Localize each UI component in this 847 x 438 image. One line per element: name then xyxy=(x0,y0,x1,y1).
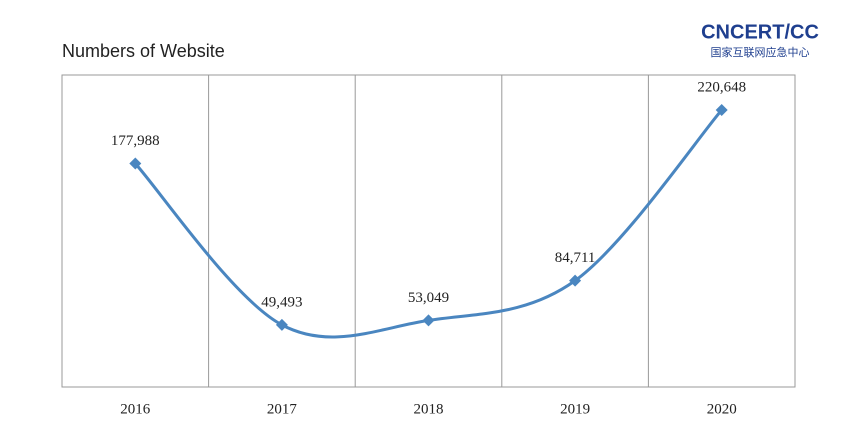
marker xyxy=(129,157,142,170)
chart-title: Numbers of Website xyxy=(62,41,225,61)
x-tick-label: 2018 xyxy=(414,401,444,417)
marker xyxy=(715,104,728,116)
data-label: 177,988 xyxy=(111,133,160,149)
logo-name: CNCERT/CC xyxy=(701,21,819,43)
marker xyxy=(275,318,288,331)
x-tick-label: 2016 xyxy=(120,401,151,417)
marker xyxy=(569,274,582,287)
data-label: 84,711 xyxy=(555,250,596,266)
x-tick-label: 2020 xyxy=(707,401,737,417)
plot-frame xyxy=(61,74,796,388)
data-label: 49,493 xyxy=(261,294,302,310)
data-label: 53,049 xyxy=(408,290,449,306)
logo-subtitle: 国家互联网应急中心 xyxy=(711,45,810,59)
x-tick-label: 2017 xyxy=(267,401,298,417)
x-tick-label: 2019 xyxy=(560,401,590,417)
data-label: 220,648 xyxy=(697,79,746,95)
marker xyxy=(422,314,435,327)
